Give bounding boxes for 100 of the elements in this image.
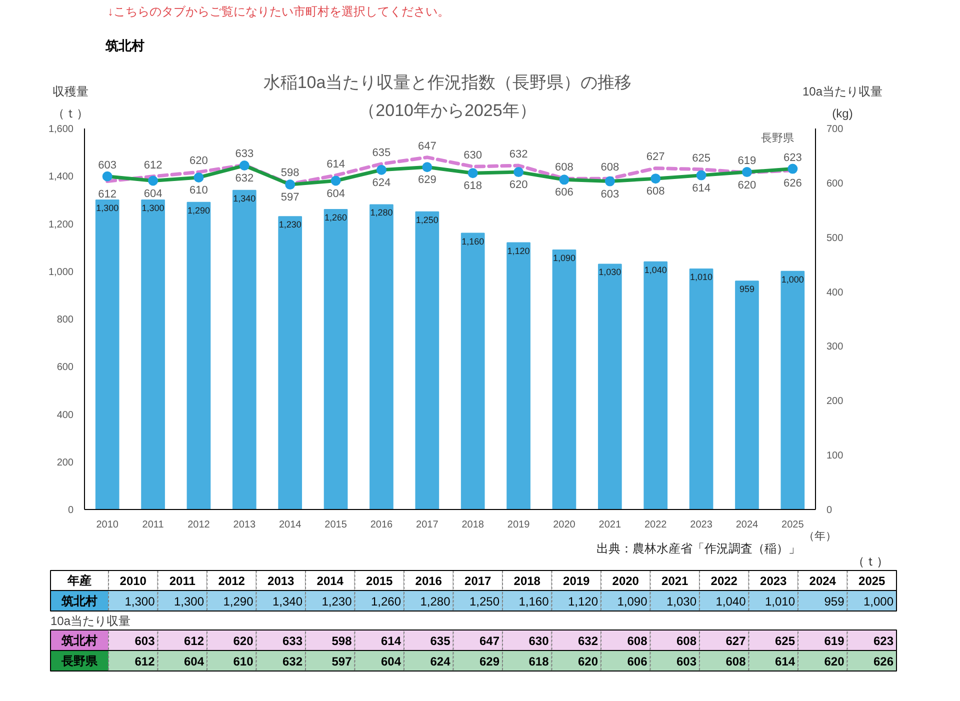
data-label: 1,300: [142, 202, 164, 213]
text: 624: [430, 654, 450, 668]
category-label: 2022: [710, 574, 738, 588]
y-axis-title: 収穫量（ｔ）: [52, 84, 88, 120]
y-tick-label: 1,000: [48, 266, 74, 278]
data-label: 612: [98, 188, 117, 200]
x-tick-label: 2023: [690, 520, 713, 530]
data-label: 612: [144, 159, 162, 172]
data-label: 1,010: [690, 272, 713, 282]
x-tick-label: 2015: [324, 520, 348, 530]
chart-subtitle: （2010年から2025年）: [358, 101, 536, 120]
x-axis-title: （年）: [804, 530, 836, 542]
category-label: 2015: [366, 574, 393, 588]
x-tick-label: 2017: [416, 520, 439, 530]
text: 626: [873, 654, 894, 668]
text: 618: [528, 654, 549, 668]
data-label: 620: [738, 180, 756, 192]
data-label: 1,090: [552, 252, 576, 263]
x-tick-label: 2021: [598, 520, 622, 530]
text: 603: [676, 654, 697, 668]
y-tick-label: 1,200: [48, 219, 74, 230]
data-label: 603: [600, 188, 620, 200]
data-label: 633: [235, 148, 254, 160]
text: 1,250: [469, 594, 500, 608]
y-tick-label: 1,600: [48, 124, 74, 135]
text: 1,290: [223, 594, 254, 608]
data-label: 1,030: [598, 267, 622, 278]
text: 608: [726, 654, 746, 668]
text: 1,030: [666, 594, 696, 608]
text: 1,230: [322, 594, 352, 608]
data-label: 647: [418, 140, 436, 152]
y2-tick-label: 0: [826, 505, 832, 516]
category-label: 2011: [169, 574, 196, 588]
data-label: 619: [738, 155, 756, 168]
data-label: 620: [190, 155, 208, 168]
data-label: 603: [98, 159, 117, 172]
text: 629: [479, 654, 500, 668]
y2-tick-label: 600: [826, 178, 844, 190]
text: 1,340: [272, 594, 302, 608]
text: 619: [824, 634, 844, 648]
data-label: 608: [555, 162, 574, 174]
data-label: 606: [555, 186, 574, 199]
text: 608: [627, 634, 648, 648]
chart-title: 水稲10a当たり収量と作況指数（長野県）の推移: [263, 73, 632, 92]
text: 612: [184, 634, 204, 648]
data-label: 1,290: [187, 205, 210, 216]
text: 603: [134, 634, 155, 648]
text: 635: [430, 634, 450, 648]
text: 597: [332, 654, 352, 668]
data-label: 1,300: [96, 202, 119, 213]
data-label: 1,340: [233, 193, 256, 204]
data-label: 632: [235, 172, 254, 185]
text: 632: [578, 634, 598, 648]
text: 1,300: [124, 594, 155, 608]
data-label: 626: [783, 177, 802, 190]
category-label: 2017: [464, 574, 492, 588]
x-tick-label: 2013: [233, 520, 256, 530]
x-tick-label: 2018: [462, 520, 484, 530]
x-tick-label: 2011: [142, 520, 164, 530]
data-label: 1,230: [278, 220, 302, 230]
text: 612: [134, 654, 155, 668]
text: 606: [627, 654, 648, 668]
data-label: 1,260: [324, 212, 348, 222]
y-tick-label: 200: [56, 457, 74, 468]
text: 筑北村: [104, 38, 144, 53]
y2-tick-label: 400: [826, 287, 844, 298]
source-note: 出典：農林水産省「作況調査（稲）」: [596, 542, 800, 556]
category-label: 2020: [612, 574, 639, 588]
category-label: 2012: [218, 574, 245, 588]
data-label: 1,250: [416, 214, 438, 225]
data-label: 632: [509, 148, 528, 161]
text: 620: [824, 654, 844, 668]
category-label: 2014: [316, 574, 344, 588]
text: 598: [332, 634, 352, 648]
data-label: 618: [464, 180, 482, 192]
y2-tick-label: 700: [826, 124, 844, 135]
text: 604: [184, 654, 204, 668]
x-tick-label: 2010: [96, 520, 119, 530]
data-label: 635: [372, 146, 391, 159]
data-label: 597: [280, 192, 300, 204]
x-tick-label: 2012: [188, 520, 210, 530]
text: 633: [282, 634, 303, 648]
text: 620: [233, 634, 254, 648]
data-label: 604: [326, 188, 345, 200]
y2-tick-label: 500: [826, 232, 844, 244]
data-label: 620: [509, 179, 528, 192]
text: 年産: [66, 574, 92, 588]
text: 長野県: [60, 654, 98, 668]
text: 614: [774, 654, 796, 668]
text: 1,260: [370, 594, 401, 608]
x-tick-label: 2020: [553, 520, 576, 530]
text: 610: [233, 654, 254, 668]
y-tick-label: 600: [56, 362, 74, 374]
y-tick-label: 400: [56, 410, 74, 421]
text: 10a当たり収量: [50, 614, 131, 628]
data-label: 598: [280, 167, 300, 180]
y2-axis-title: 10a当たり収量 (kg): [802, 84, 883, 120]
data-label: 1,040: [644, 264, 667, 275]
text: 1,160: [518, 594, 549, 608]
data-label: 627: [646, 151, 665, 164]
